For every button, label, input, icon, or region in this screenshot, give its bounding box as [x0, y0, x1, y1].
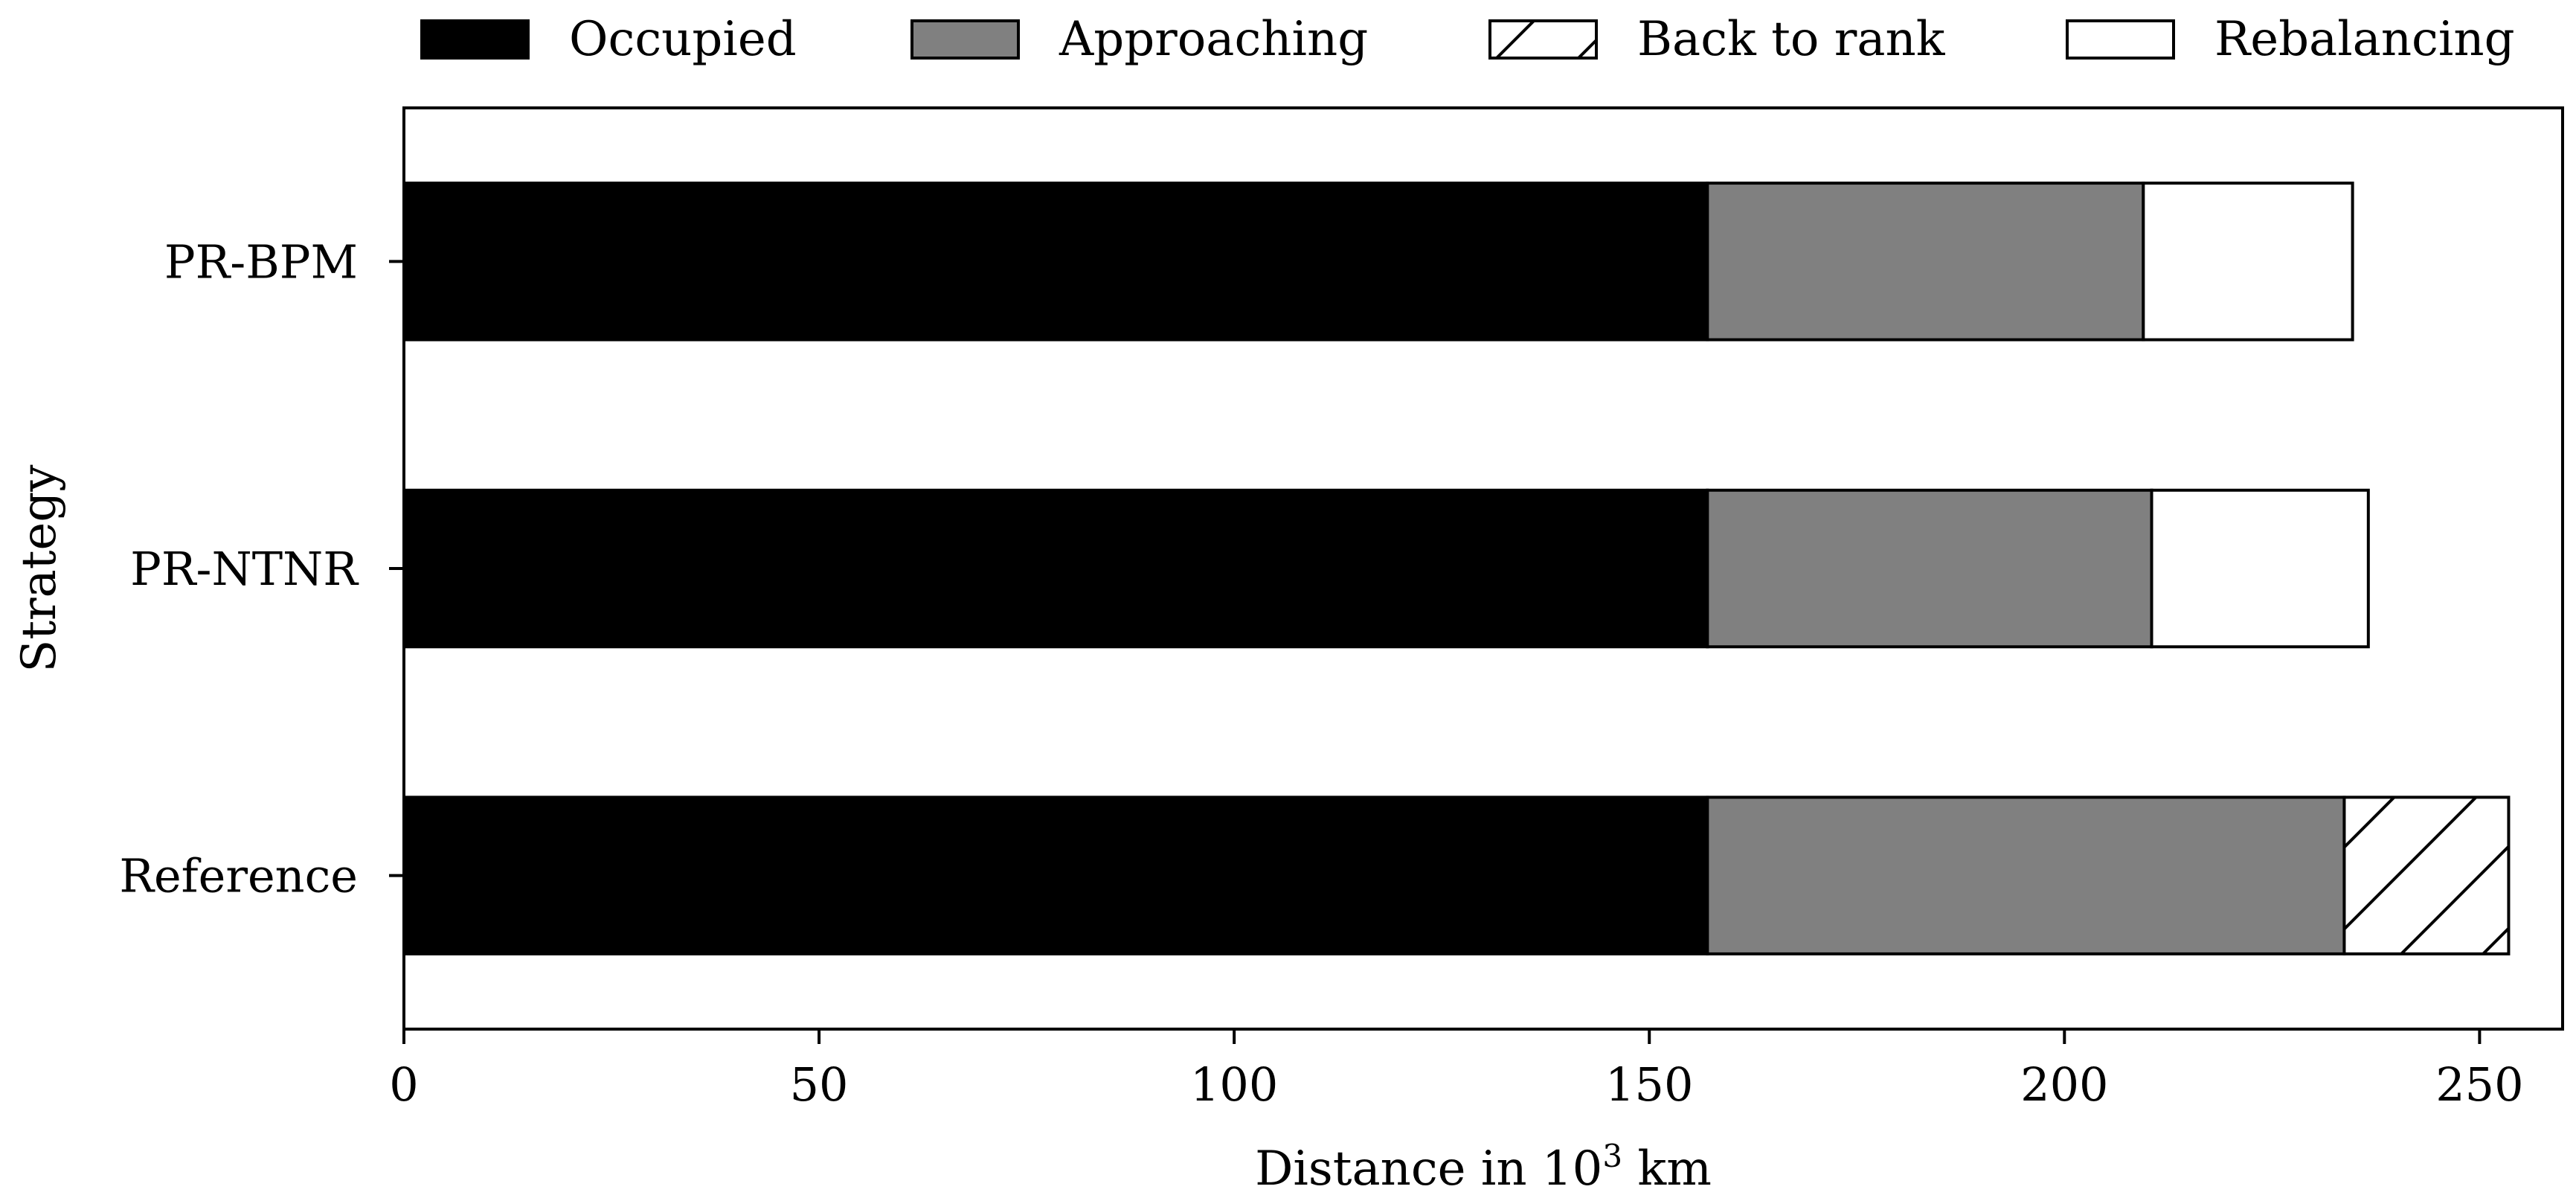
y-axis: PR-BPM PR-NTNR Reference [119, 234, 404, 903]
bar-reference-approaching [1706, 795, 2346, 955]
legend-swatch-rebalancing [2066, 19, 2175, 60]
x-tick-label-100: 100 [1190, 1057, 1278, 1112]
x-axis-label: Distance in 103 km [1255, 1138, 1712, 1197]
legend-label-occupied: Occupied [569, 12, 797, 67]
bar-pr-ntnr-approaching [1706, 488, 2153, 649]
bar-pr-ntnr-rebalancing [2150, 488, 2370, 649]
legend: Occupied Approaching Back to rank Rebalanci… [420, 12, 2515, 67]
bar-pr-ntnr-occupied [402, 488, 1709, 649]
legend-swatch-back-to-rank [1488, 19, 1598, 60]
y-tick-label-reference: Reference [119, 849, 358, 903]
bars [402, 182, 2511, 955]
bar-pr-bpm-occupied [402, 182, 1709, 342]
x-tick-label-150: 150 [1605, 1057, 1693, 1112]
x-tick-label-0: 0 [389, 1057, 418, 1112]
legend-label-approaching: Approaching [1059, 12, 1368, 67]
bar-reference-back-to-rank [2342, 795, 2511, 955]
x-tick-label-200: 200 [2020, 1057, 2108, 1112]
x-tick-label-250: 250 [2435, 1057, 2523, 1112]
y-axis-label: Strategy [12, 464, 67, 672]
legend-label-rebalancing: Rebalancing [2214, 12, 2515, 67]
legend-swatch-occupied [420, 19, 530, 60]
y-tick-label-pr-ntnr: PR-NTNR [130, 542, 359, 596]
legend-swatch-approaching [910, 19, 1020, 60]
y-tick-label-pr-bpm: PR-BPM [164, 234, 358, 289]
bar-pr-bpm-rebalancing [2142, 182, 2354, 342]
legend-label-back-to-rank: Back to rank [1637, 12, 1946, 67]
bar-pr-bpm-approaching [1706, 182, 2145, 342]
x-axis: 0 50 100 150 200 250 [389, 1029, 2524, 1112]
bar-reference-occupied [402, 795, 1709, 955]
x-tick-label-50: 50 [790, 1057, 849, 1112]
